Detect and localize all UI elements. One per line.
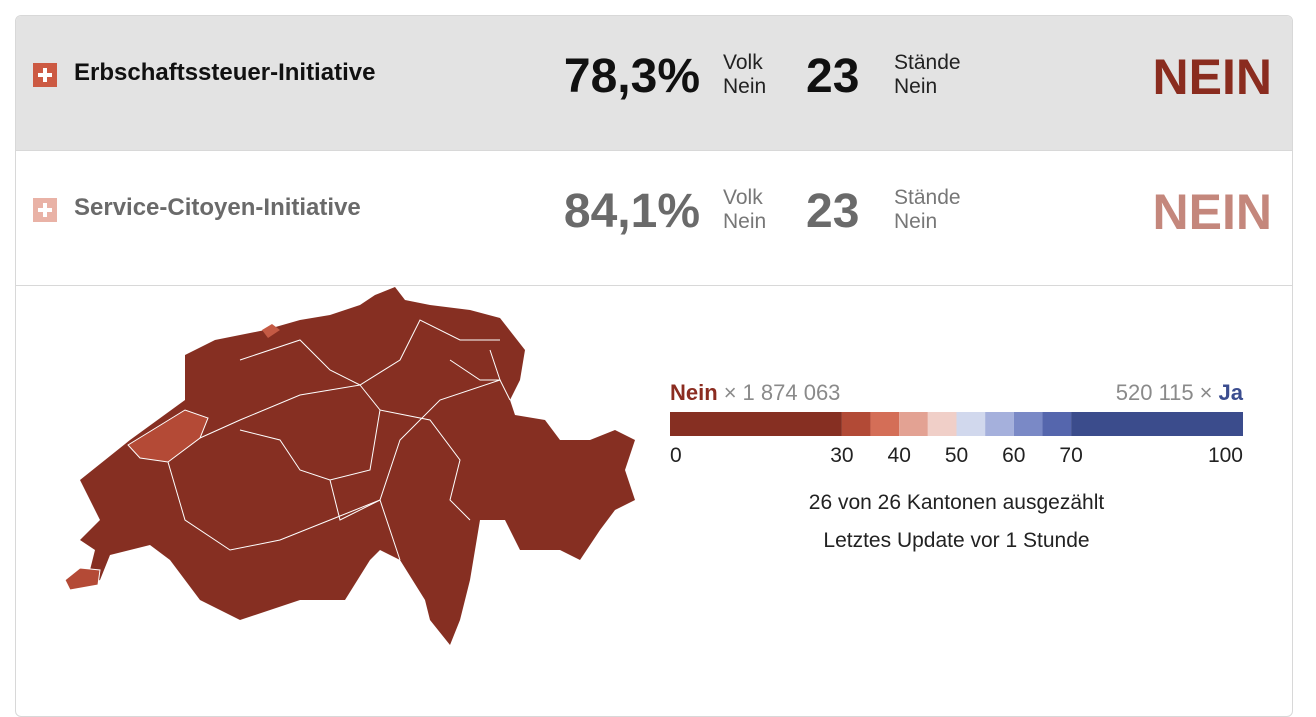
initiative-result: NEIN: [1152, 49, 1272, 105]
swiss-cross-icon: [33, 198, 57, 222]
scale-tick-label: 0: [670, 444, 682, 467]
scale-tick-label: 100: [1208, 444, 1243, 467]
map-borders: [167, 319, 511, 561]
staende-result: Nein: [894, 75, 938, 98]
staende-label: Stände: [894, 186, 961, 209]
nein-count: 1 874 063: [743, 380, 841, 405]
scale-segment: [870, 412, 900, 436]
status-counted: 26 von 26 Kantonen ausgezählt: [809, 491, 1105, 514]
scale-segment: [1013, 412, 1043, 436]
ja-label: Ja: [1219, 380, 1244, 405]
times-sign: ×: [1200, 380, 1213, 405]
scale-segment: [956, 412, 986, 436]
legend-nein: Nein × 1 874 063: [670, 380, 840, 405]
volk-label: Volk: [723, 186, 763, 209]
staende-label-block: Stände Nein: [894, 51, 961, 99]
staende-count: 23: [806, 185, 860, 238]
swiss-map: [64, 287, 635, 645]
scale-segment: [985, 412, 1014, 436]
initiative-row: Service-Citoyen-Initiative 84,1% Volk Nein 2…: [16, 151, 1292, 286]
swiss-cross-icon: [33, 63, 57, 87]
legend-ja: 520 115 × Ja: [1116, 380, 1244, 405]
initiative-result: NEIN: [1152, 184, 1272, 240]
scale-tick-label: 40: [888, 444, 911, 467]
volk-percent: 78,3%: [563, 50, 700, 103]
volk-percent: 84,1%: [563, 185, 700, 238]
scale-segment: [1071, 412, 1243, 436]
staende-count: 23: [806, 50, 860, 103]
times-sign: ×: [724, 380, 737, 405]
ja-count: 520 115: [1116, 380, 1194, 405]
scale-tick-label: 50: [945, 444, 968, 467]
scale-tick-label: 60: [1002, 444, 1025, 467]
initiative-row: Erbschaftssteuer-Initiative 78,3% Volk Nein…: [16, 16, 1292, 151]
initiative-name: Service-Citoyen-Initiative: [74, 194, 361, 221]
map-country: [65, 287, 635, 645]
volk-label-block: Volk Nein: [723, 51, 766, 99]
scale-segment: [670, 412, 842, 436]
page: Erbschaftssteuer-Initiative 78,3% Volk Nein…: [15, 15, 1293, 717]
staende-result: Nein: [894, 210, 938, 233]
staende-label-block: Stände Nein: [894, 186, 961, 234]
volk-result: Nein: [723, 75, 767, 98]
scale-tick-label: 30: [830, 444, 853, 467]
results-card: Erbschaftssteuer-Initiative 78,3% Volk Nein…: [15, 15, 1293, 717]
volk-result: Nein: [723, 210, 767, 233]
scale-segment: [1042, 412, 1072, 436]
scale-segment: [841, 412, 871, 436]
initiative-name: Erbschaftssteuer-Initiative: [74, 59, 376, 86]
volk-label-block: Volk Nein: [723, 186, 766, 234]
scale-tick-label: 70: [1059, 444, 1082, 467]
scale-segment: [899, 412, 928, 436]
scale-segment: [927, 412, 957, 436]
nein-label: Nein: [670, 380, 718, 405]
status-updated: Letztes Update vor 1 Stunde: [823, 529, 1089, 552]
staende-label: Stände: [894, 51, 961, 74]
map-panel: Nein × 1 874 063 520 115 × Ja0 30 40 50 60 70 10026…: [64, 287, 1244, 645]
volk-label: Volk: [723, 51, 763, 74]
map-canton-schaffhausen: [262, 324, 280, 338]
map-canton-geneva: [64, 567, 101, 591]
